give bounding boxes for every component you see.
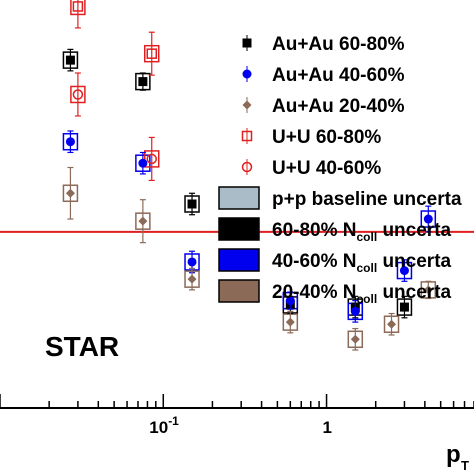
legend-label: 60-80% Ncoll uncerta <box>272 220 452 244</box>
marker-circle <box>65 137 75 147</box>
marker-diamond <box>187 274 197 284</box>
legend-entry: U+U 40-60% <box>241 158 381 179</box>
x-tick-label: 1 <box>323 418 332 437</box>
legend-box-swatch <box>218 248 260 272</box>
marker-diamond <box>285 317 295 327</box>
legend-box-swatch <box>218 217 260 241</box>
data-point-layer <box>65 0 433 351</box>
marker-circle <box>138 158 148 168</box>
marker-circle <box>187 257 197 267</box>
marker-circle <box>285 296 295 306</box>
legend-label: Au+Au 40-60% <box>272 65 405 86</box>
legend-label: Au+Au 60-80% <box>272 34 405 55</box>
legend-label: p+p baseline uncerta <box>272 189 462 210</box>
legend-entry: 40-60% Ncoll uncerta <box>218 248 452 275</box>
legend-entry: Au+Au 20-40% <box>242 96 405 117</box>
x-axis-label-sub: T <box>461 458 469 473</box>
marker-circle <box>423 214 433 224</box>
marker-diamond <box>423 285 433 295</box>
x-axis: 10-1 1 <box>0 394 474 437</box>
legend-label: 40-60% Ncoll uncerta <box>272 251 452 275</box>
legend-box-swatch <box>218 186 260 210</box>
legend-entry: Au+Au 40-60% <box>242 65 405 86</box>
legend-entry: U+U 60-80% <box>241 127 381 148</box>
legend-label: U+U 60-80% <box>272 127 381 148</box>
legend-entry: p+p baseline uncerta <box>218 186 462 210</box>
marker-open-circle <box>72 89 84 100</box>
x-axis-label-main: p <box>446 441 461 468</box>
marker-circle <box>399 266 409 276</box>
legend-entry: Au+Au 60-80% <box>242 34 405 55</box>
legend: Au+Au 60-80% Au+Au 40-60% Au+Au 20-40% U+U … <box>218 34 462 306</box>
marker-diamond <box>65 188 75 198</box>
x-tick-label: 10-1 <box>149 414 179 437</box>
marker-open-circle <box>146 153 158 165</box>
marker-diamond <box>350 334 360 344</box>
marker-open-square <box>146 48 158 59</box>
x-axis-label: p T <box>446 441 469 473</box>
marker-open-square <box>72 1 84 12</box>
legend-entry: 60-80% Ncoll uncerta <box>218 217 452 244</box>
marker-square <box>138 77 148 87</box>
legend-label: 20-40% Ncoll uncerta <box>272 282 452 306</box>
legend-label: U+U 40-60% <box>272 158 381 179</box>
legend-box-swatch <box>218 279 260 303</box>
star-annotation: STAR <box>45 331 119 362</box>
marker-diamond <box>138 216 148 226</box>
marker-square <box>399 302 409 312</box>
legend-label: Au+Au 20-40% <box>272 96 405 117</box>
marker-circle <box>350 306 360 316</box>
marker-square <box>187 199 197 209</box>
legend-entry: 20-40% Ncoll uncerta <box>218 279 452 306</box>
marker-square <box>65 55 75 65</box>
marker-diamond <box>387 319 397 329</box>
